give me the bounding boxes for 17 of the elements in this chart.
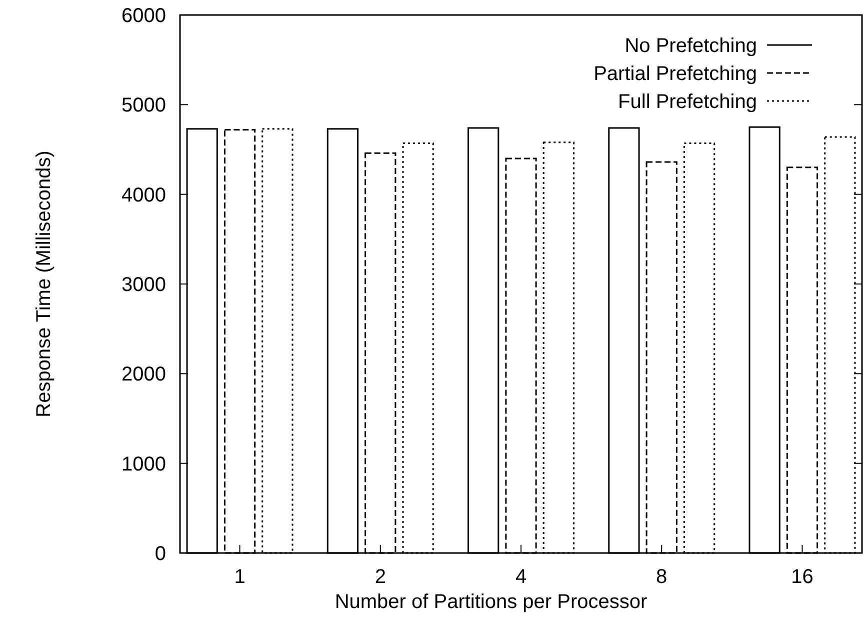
y-tick-label: 2000 — [122, 364, 166, 386]
y-tick-label: 5000 — [122, 94, 166, 117]
x-tick-label: 16 — [791, 566, 814, 588]
y-tick-label: 6000 — [122, 5, 166, 27]
x-tick-label: 4 — [515, 566, 527, 588]
x-tick-label: 1 — [234, 566, 246, 588]
legend-label: Partial Prefetching — [594, 63, 757, 85]
y-tick-label: 0 — [154, 543, 166, 565]
legend-label: No Prefetching — [624, 35, 757, 57]
x-tick-label: 8 — [656, 566, 668, 588]
y-axis-title: Response Time (Milliseconds) — [33, 150, 55, 418]
y-tick-label: 3000 — [122, 274, 166, 296]
y-tick-label: 1000 — [122, 453, 166, 476]
legend-label: Full Prefetching — [618, 91, 757, 113]
x-axis-title: Number of Partitions per Processor — [334, 591, 648, 613]
y-tick-label: 4000 — [122, 184, 166, 206]
x-tick-label: 2 — [374, 566, 386, 588]
